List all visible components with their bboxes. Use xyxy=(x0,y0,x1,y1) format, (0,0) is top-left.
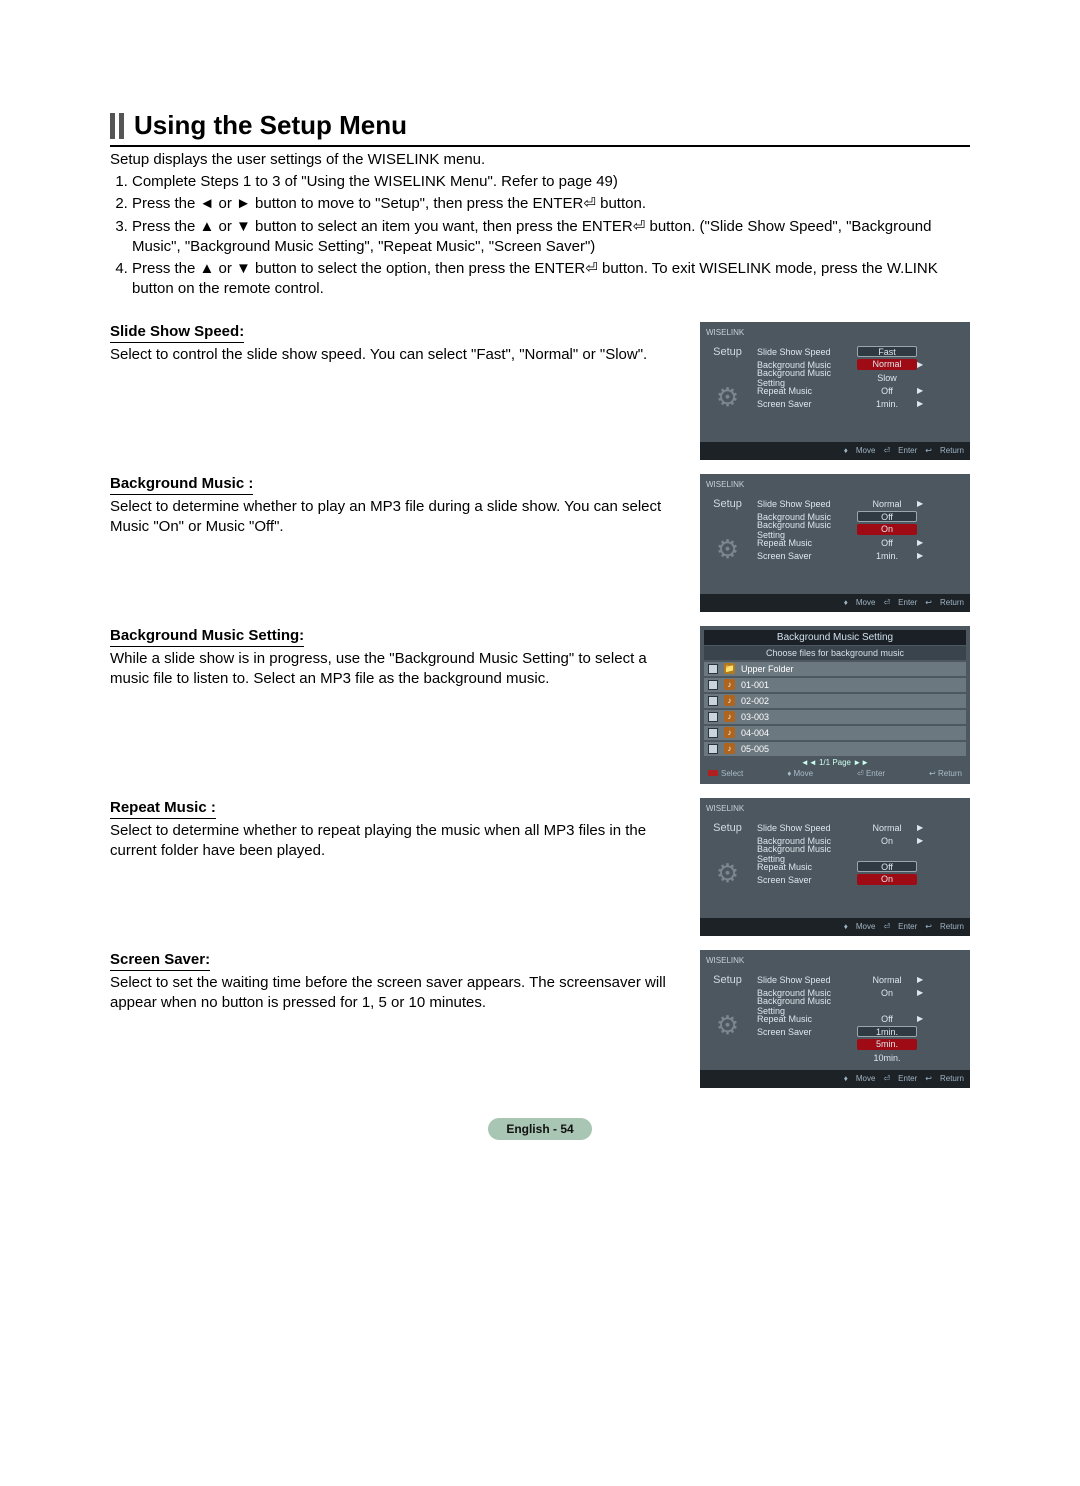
background-music-body: Select to determine whether to play an M… xyxy=(110,497,682,538)
title-heading: Using the Setup Menu xyxy=(110,110,970,147)
step-3: Press the ▲ or ▼ button to select an ite… xyxy=(132,217,970,258)
osd-panel-repeat-music: WISELINK Setup ⚙ Slide Show SpeedNormal▶… xyxy=(700,798,970,936)
gear-icon: ⚙ xyxy=(704,384,751,410)
osd-sidebar: Setup ⚙ xyxy=(700,344,755,442)
step-1: Complete Steps 1 to 3 of "Using the WISE… xyxy=(132,172,970,192)
page-title: Using the Setup Menu xyxy=(134,110,407,141)
repeat-music-body: Select to determine whether to repeat pl… xyxy=(110,821,682,862)
folder-icon: 📁 xyxy=(724,663,735,674)
file-row: ♪05-005 xyxy=(704,742,966,756)
gear-icon: ⚙ xyxy=(704,860,751,886)
file-row: ♪01-001 xyxy=(704,678,966,692)
title-bars-icon xyxy=(110,113,124,139)
music-icon: ♪ xyxy=(724,679,735,690)
bgm-title: Background Music Setting xyxy=(704,630,966,645)
repeat-music-heading: Repeat Music : xyxy=(110,798,216,819)
move-icon: ♦ xyxy=(844,446,848,455)
step-4: Press the ▲ or ▼ button to select the op… xyxy=(132,259,970,300)
osd-footer: ♦Move ⏎Enter ↩Return xyxy=(700,442,970,460)
file-row: ♪02-002 xyxy=(704,694,966,708)
red-button-icon xyxy=(708,770,718,776)
upper-folder-row: 📁Upper Folder xyxy=(704,662,966,676)
section-bgm-setting: Background Music Setting: While a slide … xyxy=(110,626,682,690)
setup-label: Setup xyxy=(704,346,751,358)
screen-saver-heading: Screen Saver: xyxy=(110,950,210,971)
manual-page: Using the Setup Menu Setup displays the … xyxy=(0,0,1080,1180)
osd-panel-bgm-setting: Background Music Setting Choose files fo… xyxy=(700,626,970,784)
bgm-footer: Select ♦ Move ⏎ Enter ↩ Return xyxy=(704,767,966,780)
screen-saver-body: Select to set the waiting time before th… xyxy=(110,973,682,1014)
file-row: ♪04-004 xyxy=(704,726,966,740)
gear-icon: ⚙ xyxy=(704,536,751,562)
file-row: ♪03-003 xyxy=(704,710,966,724)
checkbox-icon xyxy=(708,664,718,674)
gear-icon: ⚙ xyxy=(704,1012,751,1038)
wiselink-label: WISELINK xyxy=(706,328,744,337)
bgm-subtitle: Choose files for background music xyxy=(704,646,966,660)
slideshow-speed-body: Select to control the slide show speed. … xyxy=(110,345,682,365)
osd-menu-list: Slide Show SpeedFast Background MusicNor… xyxy=(755,344,970,442)
return-icon: ↩ xyxy=(925,446,932,455)
page-indicator: ◄◄ 1/1 Page ►► xyxy=(704,758,966,767)
page-number: English - 54 xyxy=(110,1118,970,1140)
intro-text: Setup displays the user settings of the … xyxy=(110,151,970,168)
osd-panel-screen-saver: WISELINK Setup ⚙ Slide Show SpeedNormal▶… xyxy=(700,950,970,1088)
section-background-music: Background Music : Select to determine w… xyxy=(110,474,682,538)
step-2: Press the ◄ or ► button to move to "Setu… xyxy=(132,194,970,214)
section-slideshow-speed: Slide Show Speed: Select to control the … xyxy=(110,322,682,366)
section-screen-saver: Screen Saver: Select to set the waiting … xyxy=(110,950,682,1014)
osd-panel-background-music: WISELINK Setup ⚙ Slide Show SpeedNormal▶… xyxy=(700,474,970,612)
section-repeat-music: Repeat Music : Select to determine wheth… xyxy=(110,798,682,862)
bgm-setting-body: While a slide show is in progress, use t… xyxy=(110,649,682,690)
enter-icon: ⏎ xyxy=(883,446,890,455)
background-music-heading: Background Music : xyxy=(110,474,253,495)
bgm-setting-heading: Background Music Setting: xyxy=(110,626,304,647)
osd-panel-slideshow-speed: WISELINK Setup ⚙ Slide Show SpeedFast Ba… xyxy=(700,322,970,460)
steps-list: Complete Steps 1 to 3 of "Using the WISE… xyxy=(132,172,970,300)
slideshow-speed-heading: Slide Show Speed: xyxy=(110,322,244,343)
